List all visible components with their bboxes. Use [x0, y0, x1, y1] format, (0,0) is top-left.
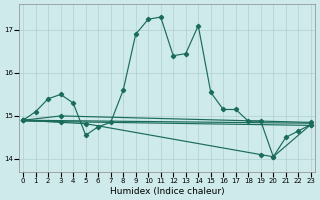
X-axis label: Humidex (Indice chaleur): Humidex (Indice chaleur)	[110, 187, 224, 196]
